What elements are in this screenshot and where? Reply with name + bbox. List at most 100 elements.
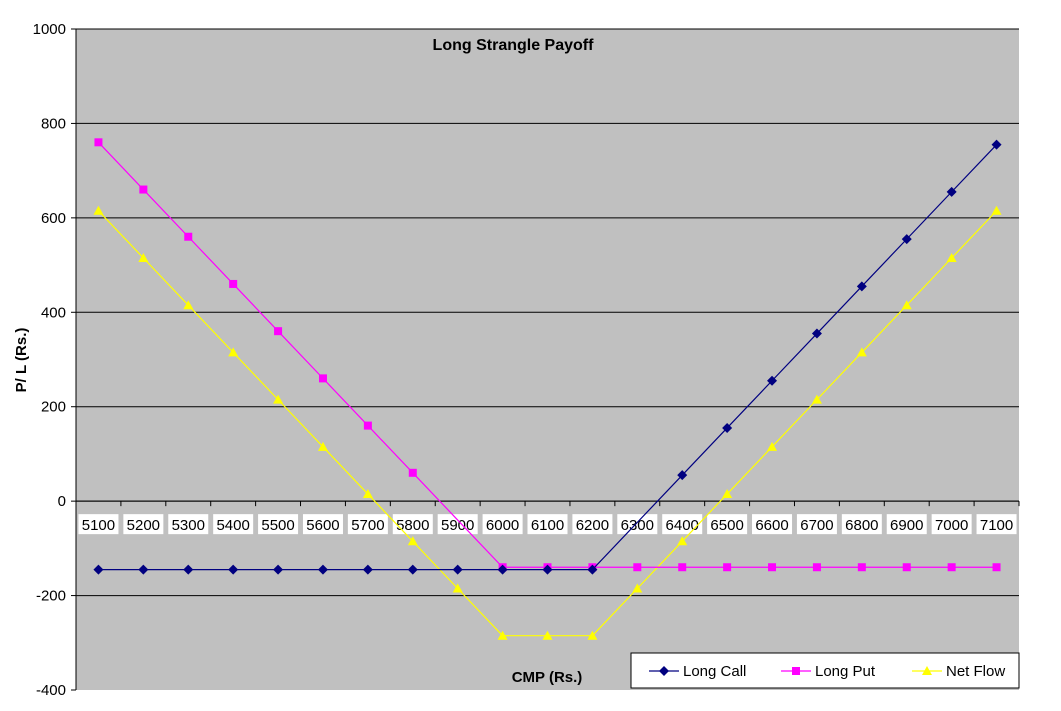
- net-flow-point: [497, 630, 508, 640]
- long-put-point: [363, 421, 372, 430]
- x-tick-label: 5500: [261, 517, 294, 534]
- x-tick-label: 5100: [82, 517, 115, 534]
- net-flow-point: [407, 536, 418, 546]
- x-tick-label-bg: [347, 514, 388, 535]
- net-flow-point: [93, 205, 104, 215]
- x-tick-label: 5600: [306, 517, 339, 534]
- net-flow-point: [317, 441, 328, 451]
- x-tick-label-bg: [931, 514, 972, 535]
- legend-net-flow-point: [922, 666, 932, 675]
- net-flow-point: [767, 441, 778, 451]
- x-tick-label: 6700: [800, 517, 833, 534]
- x-tick-label-bg: [707, 514, 748, 535]
- x-tick-label-bg: [258, 514, 299, 535]
- x-tick-label: 5800: [396, 517, 429, 534]
- legend-long-call-label: Long Call: [683, 663, 746, 680]
- x-tick-label-bg: [392, 514, 433, 535]
- long-put-point: [139, 185, 148, 194]
- net-flow-point: [811, 394, 822, 404]
- long-call-point: [228, 564, 239, 575]
- x-tick-label-bg: [527, 514, 568, 535]
- x-axis-title: CMP (Rs.): [512, 669, 583, 686]
- net-flow-point: [183, 300, 194, 310]
- x-tick-label-bg: [886, 514, 927, 535]
- y-tick-label: 800: [41, 115, 66, 132]
- long-put-point: [812, 563, 821, 572]
- long-put-point: [723, 563, 732, 572]
- long-call-point: [497, 564, 508, 575]
- y-tick-label: -200: [36, 588, 66, 605]
- y-tick-label: -400: [36, 682, 66, 699]
- long-call-point: [722, 422, 733, 433]
- x-tick-label-bg: [482, 514, 523, 535]
- net-flow-point: [946, 252, 957, 262]
- net-flow-point: [632, 583, 643, 593]
- x-tick-label: 7100: [980, 517, 1013, 534]
- long-put-point: [94, 138, 103, 147]
- long-put-point: [992, 563, 1001, 572]
- net-flow-point: [138, 252, 149, 262]
- long-call-point: [452, 564, 463, 575]
- y-axis-title: P/ L (Rs.): [13, 328, 30, 393]
- x-tick-label: 5400: [216, 517, 249, 534]
- long-call-point: [317, 564, 328, 575]
- long-call-point: [407, 564, 418, 575]
- long-call-point: [811, 328, 822, 339]
- x-axis: 5100 5200 5300 5400 5500 5600 5700 5800 5900 6000…: [75, 500, 1020, 535]
- x-tick-label: 6400: [666, 517, 699, 534]
- legend-long-call-point: [659, 666, 669, 676]
- long-call-point: [183, 564, 194, 575]
- long-put-point: [274, 327, 283, 336]
- long-put-point: [768, 563, 777, 572]
- x-tick-label-bg: [752, 514, 793, 535]
- legend-long-put-point: [792, 667, 800, 675]
- x-tick-label-bg: [168, 514, 209, 535]
- x-tick-label-bg: [302, 514, 343, 535]
- long-call-point: [93, 564, 104, 575]
- long-put-point: [318, 374, 327, 383]
- series-layer: [93, 138, 1002, 640]
- y-tick-label: 0: [58, 493, 66, 510]
- x-tick-label-bg: [437, 514, 478, 535]
- net-flow-point: [856, 347, 867, 357]
- chart-title: Long Strangle Payoff: [433, 37, 595, 54]
- long-put-point: [229, 279, 238, 288]
- legend-long-put-label: Long Put: [815, 663, 876, 680]
- x-tick-label: 6500: [710, 517, 743, 534]
- x-tick-label-bg: [841, 514, 882, 535]
- long-call-point: [138, 564, 149, 575]
- x-tick-label: 6000: [486, 517, 519, 534]
- x-tick-label: 6300: [621, 517, 654, 534]
- legend: Long Call Long Put Net Flow: [630, 652, 1020, 689]
- x-tick-label-bg: [123, 514, 164, 535]
- x-tick-label-bg: [617, 514, 658, 535]
- long-call-point: [991, 139, 1002, 150]
- y-tick-label: 400: [41, 304, 66, 321]
- long-call-point: [901, 234, 912, 245]
- net-flow-point: [587, 630, 598, 640]
- net-flow-series: [93, 205, 1002, 640]
- x-tick-label-bg: [976, 514, 1017, 535]
- long-call-point: [362, 564, 373, 575]
- x-tick-label: 6900: [890, 517, 923, 534]
- net-flow-point: [901, 300, 912, 310]
- y-axis: -400 -200 0 200 400 600 800 1000: [33, 21, 77, 699]
- x-tick-label: 6200: [576, 517, 609, 534]
- net-flow-point: [677, 536, 688, 546]
- long-put-point: [408, 468, 417, 477]
- long-call-point: [767, 375, 778, 386]
- x-tick-label-bg: [572, 514, 613, 535]
- legend-box: [630, 652, 1020, 689]
- x-tick-label: 5700: [351, 517, 384, 534]
- long-put-point: [947, 563, 956, 572]
- x-tick-label: 5900: [441, 517, 474, 534]
- net-flow-point: [273, 394, 284, 404]
- x-tick-label-bg: [796, 514, 837, 535]
- x-tick-label: 6800: [845, 517, 878, 534]
- plot-area: [76, 29, 1019, 690]
- net-flow-point: [452, 583, 463, 593]
- y-tick-label: 200: [41, 399, 66, 416]
- y-tick-label: 600: [41, 210, 66, 227]
- long-put-point: [633, 563, 642, 572]
